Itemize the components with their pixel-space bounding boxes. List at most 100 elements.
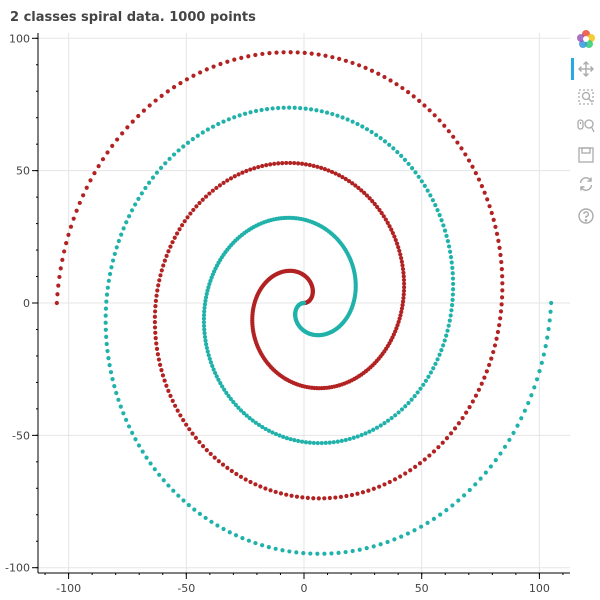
scatter-point <box>497 323 502 328</box>
scatter-point <box>522 408 527 413</box>
scatter-point <box>371 427 376 432</box>
reset-tool-icon[interactable] <box>571 173 600 195</box>
scatter-point <box>232 115 237 120</box>
x-tick-label: -50 <box>177 582 195 595</box>
scatter-point <box>232 174 237 179</box>
scatter-point <box>55 292 60 297</box>
scatter-point <box>355 121 360 127</box>
box-zoom-tool-icon[interactable] <box>571 86 600 108</box>
scatter-point <box>412 528 417 533</box>
scatter-point <box>236 172 241 177</box>
scatter-point <box>58 266 63 271</box>
scatter-point <box>207 191 212 196</box>
scatter-point <box>343 549 348 555</box>
scatter-point <box>294 494 300 499</box>
scatter-point <box>277 433 282 438</box>
scatter-point <box>308 107 314 112</box>
scatter-point <box>110 258 116 263</box>
scatter-point <box>315 440 320 446</box>
scatter-point <box>442 338 447 343</box>
scatter-point <box>322 496 327 501</box>
scatter-point <box>340 115 345 120</box>
scatter-point <box>260 543 265 548</box>
scatter-point <box>507 437 512 443</box>
scatter-point <box>246 538 251 543</box>
scatter-point <box>162 258 167 263</box>
scatter-point <box>264 107 270 112</box>
scatter-point <box>346 178 352 184</box>
x-tick-label: 50 <box>415 582 429 595</box>
scatter-point <box>543 344 548 349</box>
scatter-point <box>489 356 494 361</box>
scatter-point <box>473 171 478 176</box>
scatter-point <box>470 399 475 404</box>
scatter-point <box>449 303 455 308</box>
scatter-point <box>121 411 126 416</box>
help-tool-icon[interactable] <box>571 205 600 227</box>
scatter-point <box>437 118 442 123</box>
scatter-point <box>484 369 489 374</box>
scatter-point <box>323 440 328 446</box>
scatter-point <box>545 335 550 340</box>
scatter-point <box>206 353 211 358</box>
scatter-point <box>114 245 119 250</box>
scatter-point <box>343 437 348 443</box>
scatter-point <box>401 292 406 297</box>
scatter-point <box>445 239 450 244</box>
scatter-point <box>198 70 203 75</box>
scatter-point <box>268 488 273 493</box>
scatter-point <box>399 407 405 412</box>
scatter-point <box>92 171 97 176</box>
scatter-point <box>158 165 164 171</box>
scatter-point <box>548 309 553 314</box>
scatter-point <box>278 491 284 496</box>
scatter-point <box>206 285 211 290</box>
scatter-point <box>154 346 160 351</box>
scatter-point <box>296 438 301 444</box>
scatter-point <box>104 292 110 297</box>
scatter-point <box>375 204 380 210</box>
save-tool-icon[interactable] <box>571 144 600 166</box>
scatter-point <box>439 348 444 353</box>
scatter-point <box>394 241 400 246</box>
scatter-point <box>450 265 455 270</box>
scatter-point <box>444 435 450 441</box>
pan-tool-icon[interactable] <box>571 58 600 80</box>
scatter-point <box>209 519 214 524</box>
scatter-point <box>303 440 309 445</box>
scatter-point <box>344 493 349 499</box>
scatter-point <box>374 425 380 430</box>
scatter-point <box>201 320 207 325</box>
scatter-point <box>400 263 405 268</box>
scatter-point <box>336 550 341 555</box>
scatter-point <box>345 117 350 122</box>
scatter-point <box>329 551 334 556</box>
scatter-point <box>377 484 382 489</box>
scatter-point <box>463 152 468 157</box>
scatter-point <box>116 238 121 244</box>
scatter-point <box>392 477 398 482</box>
scatter-point <box>478 476 483 481</box>
scatter-point <box>415 390 420 395</box>
scatter-point <box>431 366 436 371</box>
scatter-point <box>231 399 236 405</box>
scatter-point <box>401 281 407 286</box>
scatter-point <box>103 313 108 318</box>
scatter-point <box>154 170 160 175</box>
scatter-point <box>259 107 264 113</box>
scatter-point <box>165 89 170 94</box>
scatter-point <box>191 73 196 78</box>
scatter-point <box>336 173 342 178</box>
scatter-point <box>363 431 368 436</box>
y-tick-label: 0 <box>23 297 30 310</box>
wheel-zoom-tool-icon[interactable] <box>571 115 600 137</box>
scatter-point <box>216 459 221 464</box>
scatter-point <box>389 227 394 232</box>
scatter-point <box>190 431 195 436</box>
scatter-point <box>467 487 472 493</box>
scatter-point <box>388 78 393 83</box>
scatter-point <box>403 471 408 476</box>
scatter-point <box>207 356 212 361</box>
scatter-point <box>537 369 542 374</box>
